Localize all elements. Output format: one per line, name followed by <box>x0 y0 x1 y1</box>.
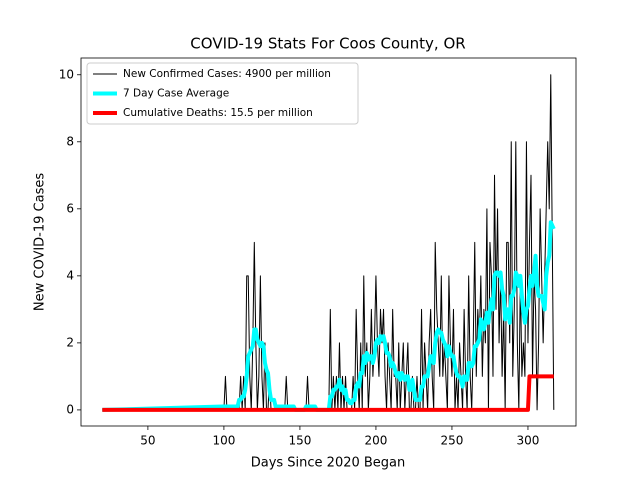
data-line <box>102 220 556 412</box>
y-tick-label: 4 <box>66 268 74 282</box>
y-tick-label: 2 <box>66 335 74 349</box>
y-axis-label: New COVID-19 Cases <box>33 173 48 311</box>
legend: New Confirmed Cases: 4900 per million 7 D… <box>86 62 359 125</box>
y-tick-label: 8 <box>66 134 74 148</box>
chart-title: COVID-19 Stats For Coos County, OR <box>190 35 465 53</box>
x-tick-label: 300 <box>517 434 540 448</box>
x-tick-label: 150 <box>288 434 311 448</box>
legend-label: New Confirmed Cases: 4900 per million <box>123 68 331 80</box>
data-line <box>102 374 555 412</box>
legend-label: 7 Day Case Average <box>123 88 229 100</box>
x-tick-label: 250 <box>440 434 463 448</box>
x-tick-label: 100 <box>212 434 235 448</box>
legend-label: Cumulative Deaths: 15.5 per million <box>123 107 313 119</box>
x-tick-label: 200 <box>364 434 387 448</box>
y-tick-label: 6 <box>66 201 74 215</box>
y-tick-label: 0 <box>66 402 74 416</box>
y-tick-label: 10 <box>59 67 74 81</box>
legend-box <box>86 62 359 125</box>
plot-frame <box>80 57 577 427</box>
x-axis-label: Days Since 2020 Began <box>251 456 406 471</box>
x-tick-label: 50 <box>140 434 155 448</box>
